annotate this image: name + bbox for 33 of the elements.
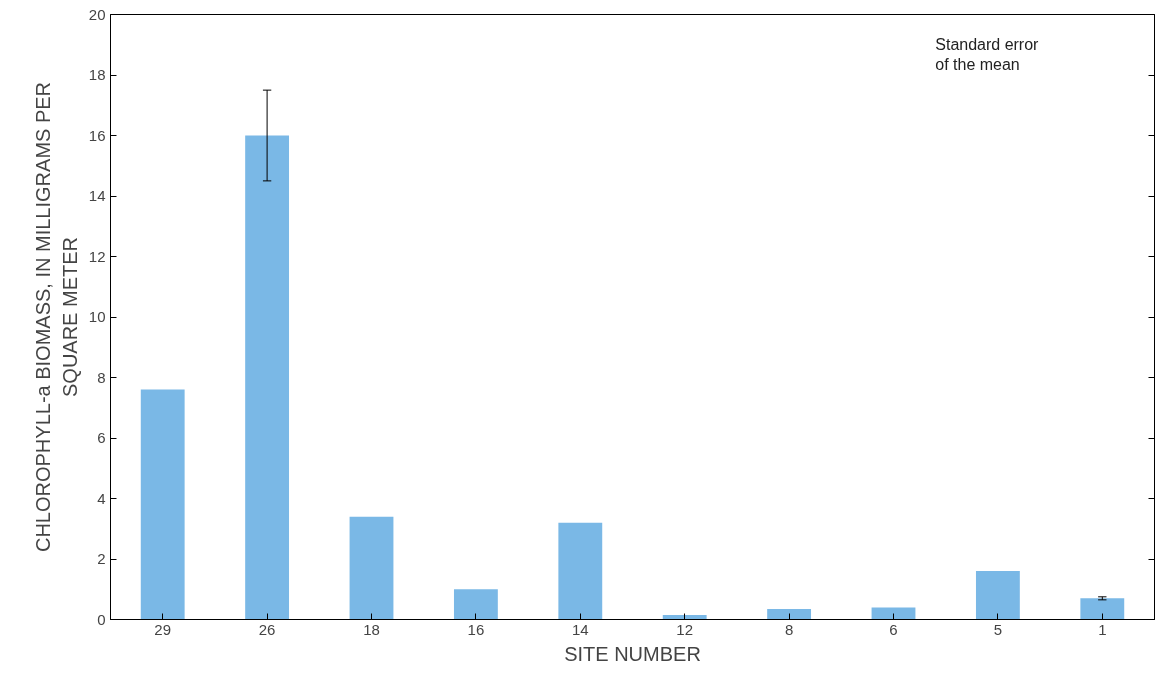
bar [871, 607, 916, 620]
bar [767, 608, 812, 620]
annotation: Standard error of the mean [935, 35, 1040, 74]
bar [453, 589, 498, 620]
x-tick-label: 5 [993, 620, 1003, 638]
x-tick-label: 1 [1098, 620, 1107, 638]
x-tick-label: 14 [571, 620, 589, 638]
x-tick-label: 6 [889, 620, 898, 638]
y-tick-label: 8 [97, 368, 106, 386]
y-tick-label: 0 [97, 610, 106, 628]
bar [1080, 598, 1125, 620]
y-tick-label: 18 [88, 66, 106, 83]
y-tick-label: 16 [88, 126, 106, 144]
bar [975, 571, 1020, 620]
x-tick-label: 26 [258, 620, 276, 638]
y-tick-label: 12 [88, 247, 106, 265]
bar [558, 522, 603, 620]
x-tick-label: 12 [676, 620, 694, 638]
bar [349, 516, 394, 620]
y-tick-label: 20 [88, 5, 106, 23]
y-tick-label: 2 [97, 550, 106, 567]
y-tick-label: 10 [88, 308, 106, 325]
x-tick-label: 29 [154, 620, 172, 638]
bar [245, 135, 290, 620]
bar [140, 389, 185, 620]
y-axis-title: CHLOROPHYLL-a BIOMASS, IN MILLIGRAMS PER SQUARE METER [32, 81, 81, 553]
x-tick-label: 8 [784, 620, 794, 638]
y-tick-label: 14 [88, 187, 106, 204]
x-tick-label: 18 [363, 620, 380, 638]
y-tick-label: 6 [97, 429, 106, 446]
y-tick-label: 4 [97, 489, 106, 507]
x-tick-label: 16 [467, 620, 485, 638]
x-axis-title: SITE NUMBER [564, 642, 701, 665]
